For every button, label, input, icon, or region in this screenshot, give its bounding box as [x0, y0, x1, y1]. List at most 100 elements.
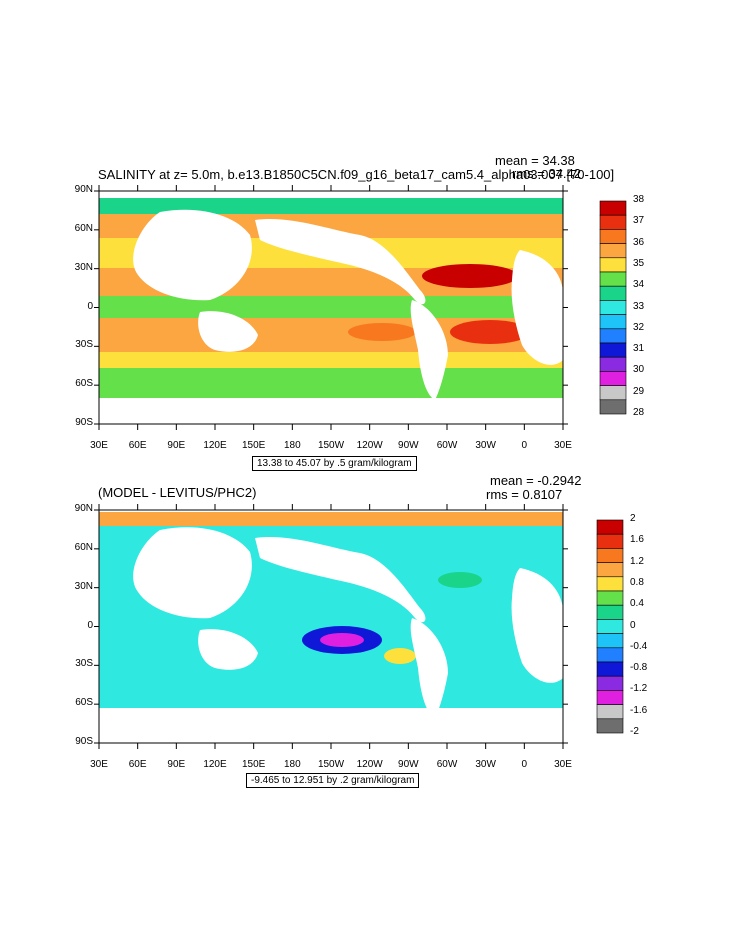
panel1-rms: rms = 34.42	[512, 166, 582, 181]
panel1-colorbar-label: 28	[633, 407, 645, 418]
panel1-colorbar-swatch	[599, 356, 627, 372]
panel1-lon-tick-label: 60W	[436, 440, 458, 451]
panel1-map	[98, 190, 564, 425]
panel2-lon-tick-label: 90E	[167, 759, 186, 770]
panel2-colorbar-swatch	[596, 533, 624, 549]
south-america-mask-2	[410, 618, 448, 718]
s-pacific-max	[348, 323, 416, 341]
s-atlantic-max	[450, 320, 530, 344]
panel1-colorbar-swatch	[599, 285, 627, 301]
panel1-colorbar-label: 35	[633, 257, 645, 269]
panel1-lat-tick-label: 0	[87, 300, 93, 312]
southern-ocean-band	[99, 368, 563, 398]
panel1-colorbar-label: 38	[633, 194, 645, 205]
panel1-colorbar-swatch	[599, 314, 627, 330]
n-atlantic-anomaly	[438, 572, 482, 588]
arctic-band	[99, 198, 563, 214]
panel1-lon-tick-label: 120W	[356, 440, 383, 451]
panel1-colorbar-label: 34	[633, 279, 645, 291]
panel2-lon-tick-label: 120W	[356, 759, 383, 770]
panel2-colorbar-swatch	[596, 590, 624, 606]
panel2-lat-tick-label: 90S	[75, 736, 93, 747]
panel2-colorbar-label: 0.8	[630, 576, 644, 588]
panel2-lon-tick-label: 60E	[128, 759, 147, 770]
panel2-lat-tick-label: 30S	[75, 658, 93, 670]
south-america-mask	[410, 300, 448, 400]
panel1-lon-tick-label: 120E	[203, 440, 227, 451]
panel1-lon-tick-label: 0	[521, 440, 528, 451]
panel1-colorbar-swatch	[599, 371, 627, 386]
panel2-colorbar-swatch	[596, 576, 624, 592]
panel1-colorbar-swatch	[599, 328, 627, 344]
panel1-colorbar-swatch	[599, 271, 627, 287]
panel1-colorbar-label: 30	[633, 364, 645, 376]
panel2-lon-tick-label: 0	[521, 759, 528, 770]
panel1-colorbar-swatch	[599, 399, 627, 415]
panel2-colorbar-label: 0	[630, 619, 636, 631]
panel2-colorbar	[596, 519, 624, 734]
panel2-lat-tick-label: 60N	[74, 541, 93, 553]
panel1-mean: mean = 34.38	[495, 153, 575, 168]
panel2-rms: rms = 0.8107	[486, 487, 563, 502]
panel2-colorbar-label: -0.8	[630, 662, 648, 674]
panel1-colorbar-label: 29	[633, 385, 645, 397]
panel2-colorbar-swatch	[596, 690, 624, 705]
antarctica-2	[99, 708, 563, 743]
australia-mask	[198, 311, 258, 352]
panel2-lon-tick-label: 150E	[241, 759, 266, 770]
panel1-lon-tick-label: 30E	[554, 440, 572, 451]
panel2-colorbar-label: -1.2	[630, 683, 648, 695]
panel2-colorbar-label: -0.4	[630, 640, 648, 652]
panel2-lon-tick-label: 30E	[90, 759, 108, 770]
panel2-lon-tick-label: 180	[283, 759, 301, 770]
panel2-colorbar-swatch	[596, 718, 624, 734]
panel1-lon-tick-label: 150W	[317, 440, 345, 451]
panel1-axis-ticks	[94, 185, 568, 430]
arctic-anomaly	[99, 512, 563, 526]
panel2-colorbar-label: 1.6	[630, 534, 644, 546]
panel2-colorbar-swatch	[596, 619, 624, 634]
panel1-lon-tick-label: 180	[283, 440, 301, 451]
panel1-colorbar-swatch	[599, 342, 627, 358]
africa-europe-mask	[511, 250, 563, 365]
equator-band	[99, 296, 563, 318]
panel1-colorbar-swatch	[599, 214, 627, 230]
panel2-colorbar-label: -2	[630, 726, 639, 737]
panel1-lon-tick-label: 60E	[128, 440, 147, 451]
panel2-colorbar-swatch	[596, 675, 624, 691]
panel2-colorbar-swatch	[596, 519, 624, 535]
antarctica	[99, 398, 563, 424]
panel1-lat-tick-label: 30S	[75, 339, 93, 351]
panel1-colorbar-swatch	[599, 385, 627, 401]
panel1-lat-tick-label: 90S	[75, 417, 93, 428]
australia-mask-2	[198, 629, 258, 670]
panel2-colorbar-label: 1.2	[630, 555, 644, 567]
n-atlantic-max	[422, 264, 518, 288]
panel2-colorbar-label: 2	[630, 513, 636, 524]
north-america-mask-2	[255, 536, 426, 623]
panel2-lat-tick-label: 30N	[74, 580, 93, 592]
panel2-lon-tick-label: 60W	[436, 759, 458, 770]
panel2-lon-tick-label: 30E	[554, 759, 572, 770]
panel2-colorbar-label: -1.6	[630, 704, 648, 716]
asia-mask-2	[133, 527, 252, 619]
panel1-colorbar-label: 37	[633, 215, 645, 227]
s-mid-band	[99, 352, 563, 368]
panel1-colorbar-swatch	[599, 200, 627, 216]
panel2-lon-tick-label: 90W	[398, 759, 419, 770]
panel2-colorbar-swatch	[596, 661, 624, 677]
panel2-lat-tick-label: 90N	[74, 503, 93, 514]
panel1-lat-tick-label: 90N	[74, 184, 93, 195]
panel1-lon-tick-label: 90E	[167, 440, 186, 451]
panel1-lon-tick-label: 30W	[475, 440, 496, 451]
panel1-lat-tick-label: 60N	[74, 222, 93, 234]
panel2-colorbar-swatch	[596, 604, 624, 620]
panel2-lat-tick-label: 60S	[75, 697, 93, 709]
pacific-fresh-core	[320, 633, 364, 647]
panel2-colorbar-swatch	[596, 548, 624, 563]
panel1-colorbar-label: 32	[633, 321, 645, 333]
north-america-mask	[255, 218, 426, 305]
panel2-colorbar-label: 0.4	[630, 598, 644, 610]
panel1-colorbar-label: 31	[633, 343, 645, 355]
